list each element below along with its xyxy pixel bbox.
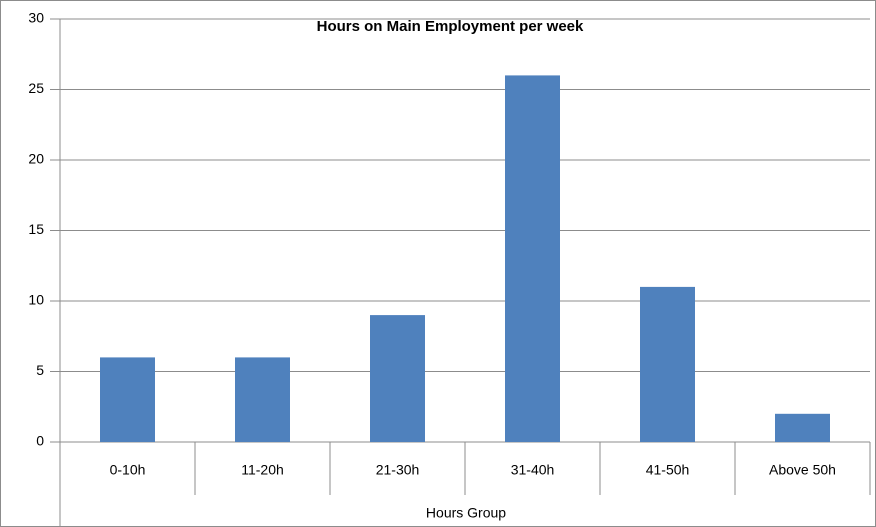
x-tick-label: 11-20h [241,462,284,478]
bar [640,286,695,442]
y-tick-label: 25 [28,80,44,96]
y-tick-label: 20 [28,151,44,167]
y-tick-label: 0 [36,433,44,449]
x-tick-label: 41-50h [646,462,690,478]
bar [370,315,425,442]
x-axis-label: Hours Group [426,505,506,521]
bar [505,75,560,443]
x-tick-label: 21-30h [376,462,420,478]
y-tick-label: 10 [28,292,44,308]
bar [235,357,290,442]
chart-title: Hours on Main Employment per week [317,18,584,35]
bar [775,413,830,442]
x-tick-label: Above 50h [769,462,836,478]
x-tick-label: 0-10h [110,462,146,478]
x-tick-label: 31-40h [511,462,555,478]
y-tick-label: 5 [36,362,44,378]
y-tick-label: 30 [28,10,44,26]
y-tick-label: 15 [28,221,44,237]
bar [100,357,155,442]
